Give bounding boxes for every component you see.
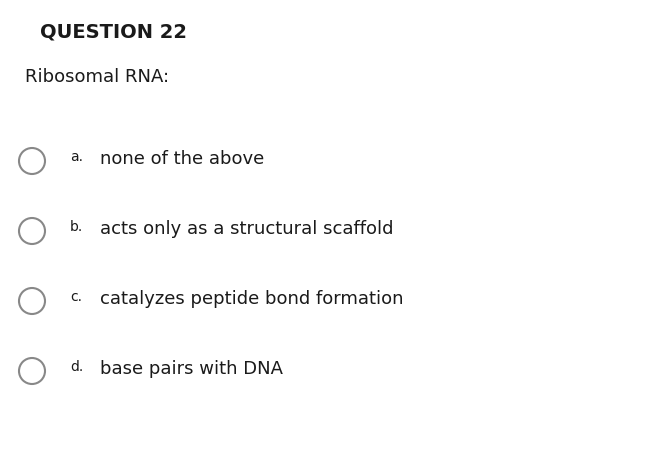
Text: a.: a. (70, 150, 83, 164)
Text: c.: c. (70, 290, 82, 304)
Text: acts only as a structural scaffold: acts only as a structural scaffold (100, 220, 393, 238)
Text: d.: d. (70, 360, 84, 374)
Text: b.: b. (70, 220, 84, 234)
Text: catalyzes peptide bond formation: catalyzes peptide bond formation (100, 290, 403, 308)
Text: Ribosomal RNA:: Ribosomal RNA: (25, 68, 169, 86)
Text: base pairs with DNA: base pairs with DNA (100, 360, 283, 378)
Text: QUESTION 22: QUESTION 22 (40, 23, 187, 42)
Text: none of the above: none of the above (100, 150, 265, 168)
